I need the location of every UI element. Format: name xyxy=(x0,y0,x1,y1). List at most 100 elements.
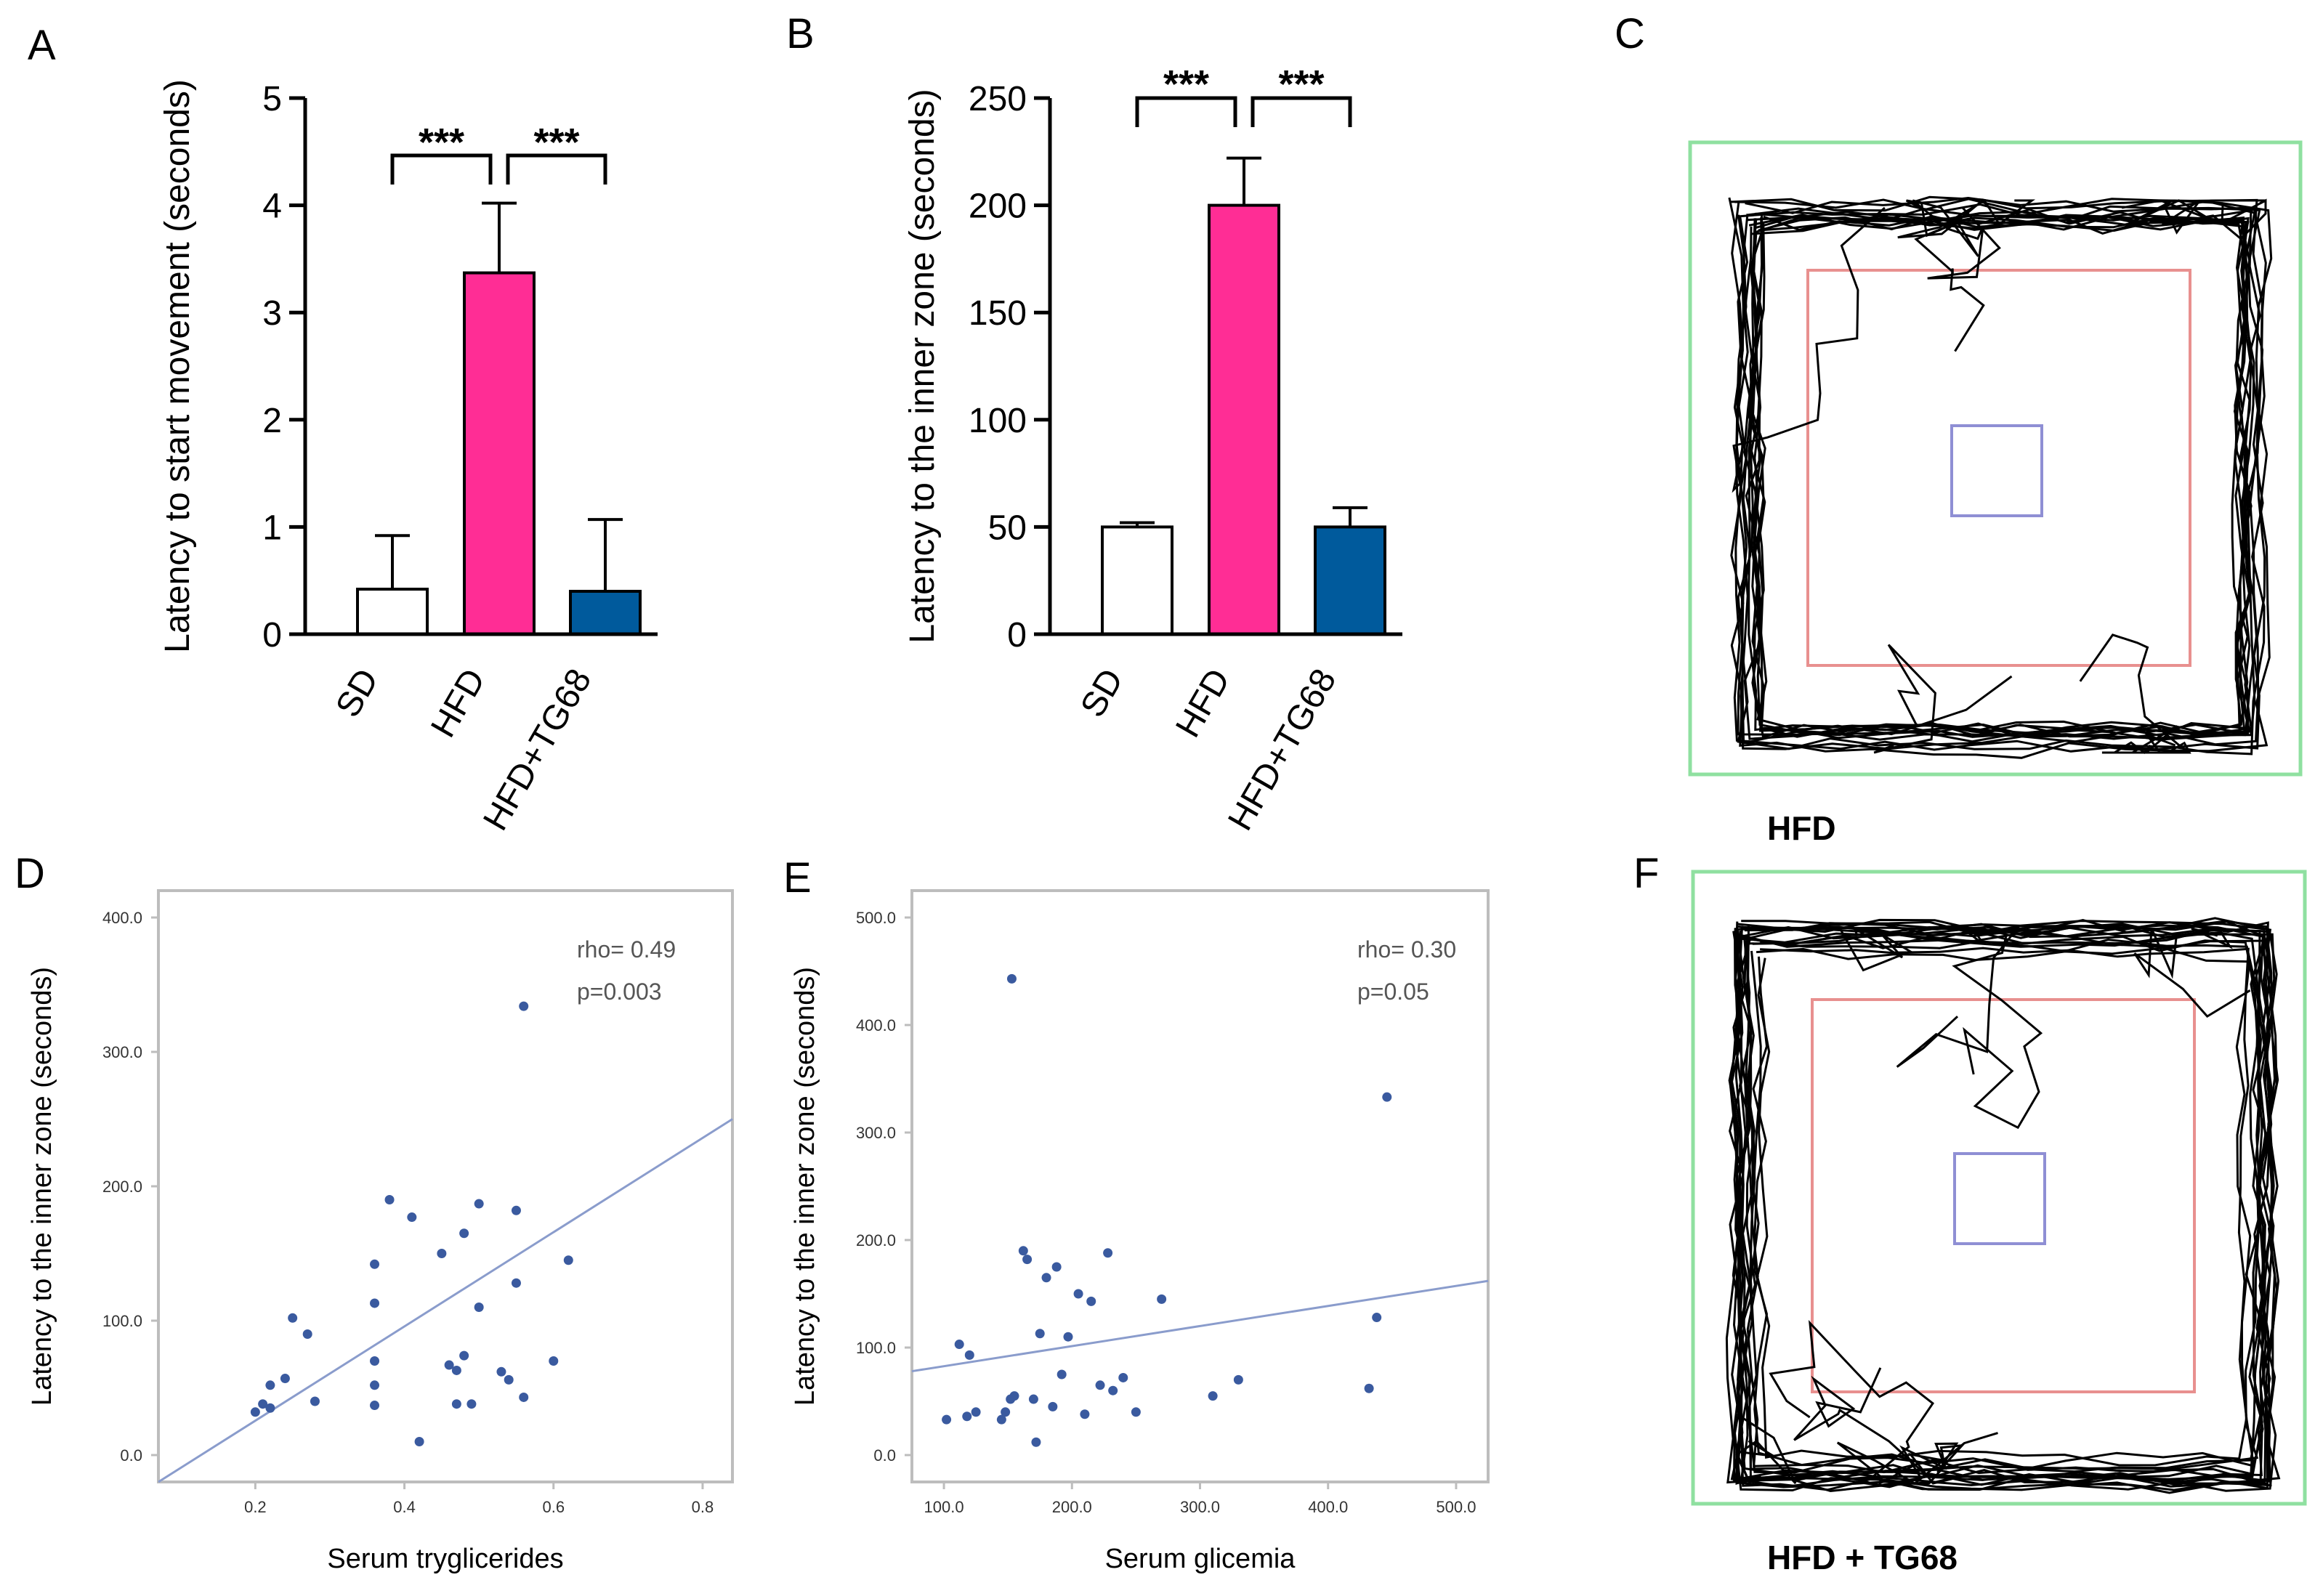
data-point xyxy=(996,1414,1006,1425)
stat-annotation: p=0.05 xyxy=(1357,979,1429,1005)
track-segment xyxy=(1732,924,2273,1487)
x-tick-label: HFD+TG68 xyxy=(476,663,599,837)
y-tick-label: 400.0 xyxy=(856,1016,896,1034)
data-point xyxy=(1063,1332,1073,1342)
data-point xyxy=(310,1396,320,1406)
data-point xyxy=(437,1249,447,1258)
data-point xyxy=(280,1374,290,1384)
regression-line xyxy=(158,1118,733,1483)
stat-annotation: rho= 0.49 xyxy=(577,936,676,963)
track-segment xyxy=(1729,920,2276,1488)
data-point xyxy=(474,1303,484,1312)
stat-annotation: p=0.003 xyxy=(577,979,662,1005)
data-point xyxy=(258,1399,268,1409)
y-tick-label: 100.0 xyxy=(102,1312,142,1330)
data-point xyxy=(1382,1092,1392,1102)
significance-bracket xyxy=(390,153,493,185)
data-point xyxy=(466,1399,477,1409)
data-point xyxy=(1018,1246,1028,1256)
data-point xyxy=(370,1298,380,1308)
bar-hfd-tg68 xyxy=(569,589,642,636)
track-segment xyxy=(1748,214,2252,738)
data-point xyxy=(384,1195,395,1204)
track-segment xyxy=(1749,214,2250,739)
bar-chart-b: 0 50 100 150 200 250 Latency to the inner zone… xyxy=(903,62,1402,837)
y-tick-label: 0.0 xyxy=(120,1446,142,1465)
data-point xyxy=(519,1392,529,1402)
track-segment xyxy=(1912,199,2001,280)
data-point xyxy=(1364,1383,1374,1393)
data-point xyxy=(474,1199,484,1209)
y-tick-label: 100.0 xyxy=(856,1339,896,1357)
track-segment xyxy=(1725,917,2281,1494)
bar-hfd-tg68 xyxy=(1314,525,1386,636)
y-tick-label: 300.0 xyxy=(856,1124,896,1142)
data-point xyxy=(451,1399,461,1409)
data-point xyxy=(1057,1369,1067,1380)
track-segment xyxy=(1748,214,2252,738)
track-segment xyxy=(1735,1417,1797,1486)
data-point xyxy=(1035,1329,1045,1339)
track-segment xyxy=(1741,208,2258,745)
panel-letter-a: A xyxy=(28,22,56,69)
scatter-plot-d: 0.2 0.4 0.6 0.8 0.0 100.0 200.0 300.0 400.0 rho= … xyxy=(27,889,734,1574)
x-tick-label: 0.6 xyxy=(542,1498,565,1516)
middle-zone-frame xyxy=(1811,998,2196,1393)
x-tick-label: HFD xyxy=(424,663,493,744)
scatter-plot-e: 100.0 200.0 300.0 400.0 500.0 0.0 100.0 200.0 30… xyxy=(790,889,1490,1574)
data-point xyxy=(954,1340,964,1350)
y-axis-label: Latency to start movement (seconds) xyxy=(158,79,197,653)
y-tick-label: 150 xyxy=(969,294,1027,333)
data-point xyxy=(370,1259,380,1269)
x-tick-label: HFD xyxy=(1168,663,1237,744)
data-point xyxy=(370,1356,380,1366)
data-point xyxy=(1131,1407,1141,1417)
track-caption-hfd: HFD xyxy=(1767,809,1836,847)
track-segment xyxy=(1836,1432,1998,1486)
track-segment xyxy=(1749,215,2251,737)
x-tick-label: SD xyxy=(328,663,386,724)
data-point xyxy=(964,1350,974,1360)
y-tick-label: 250 xyxy=(969,80,1027,118)
data-point xyxy=(1080,1409,1090,1419)
y-tick-label: 400.0 xyxy=(102,909,142,927)
data-point xyxy=(459,1350,469,1361)
data-point xyxy=(1051,1262,1062,1272)
data-point xyxy=(1073,1289,1083,1299)
y-tick-label: 200.0 xyxy=(102,1178,142,1196)
panel-letter-b: B xyxy=(786,10,815,57)
significance-bracket xyxy=(506,153,607,185)
track-plot-c xyxy=(1688,140,2303,777)
data-point xyxy=(496,1366,506,1377)
track-segment xyxy=(1743,210,2253,743)
track-segment xyxy=(2101,725,2191,754)
y-axis-label: Latency to the inner zone (seconds) xyxy=(27,967,57,1406)
inner-zone-frame xyxy=(1953,1152,2046,1245)
y-tick-label: 50 xyxy=(988,509,1027,547)
data-point xyxy=(1031,1437,1041,1447)
y-tick-label: 1 xyxy=(262,509,282,547)
data-point xyxy=(1022,1255,1033,1265)
data-point xyxy=(1006,973,1017,984)
track-segment xyxy=(1769,1319,1935,1478)
x-tick-label: 500.0 xyxy=(1436,1498,1476,1516)
x-tick-label: 0.8 xyxy=(692,1498,714,1516)
data-point xyxy=(519,1001,529,1011)
x-tick-label: 0.2 xyxy=(244,1498,267,1516)
significance-label: *** xyxy=(1163,62,1209,106)
data-point xyxy=(1028,1394,1038,1404)
track-plot-f xyxy=(1691,870,2307,1506)
track-segment xyxy=(1729,920,2272,1492)
data-point xyxy=(407,1212,417,1223)
outer-zone-frame xyxy=(1691,870,2307,1506)
x-tick-label: HFD+TG68 xyxy=(1221,663,1344,837)
track-segment xyxy=(1750,216,2249,735)
track-segment xyxy=(1747,214,2251,737)
data-point xyxy=(250,1407,260,1417)
track-segment xyxy=(1793,1367,1928,1478)
y-tick-label: 500.0 xyxy=(856,909,896,927)
track-segment xyxy=(1734,203,2264,750)
panel-letter-e: E xyxy=(783,854,812,902)
significance-bracket xyxy=(1251,96,1352,127)
